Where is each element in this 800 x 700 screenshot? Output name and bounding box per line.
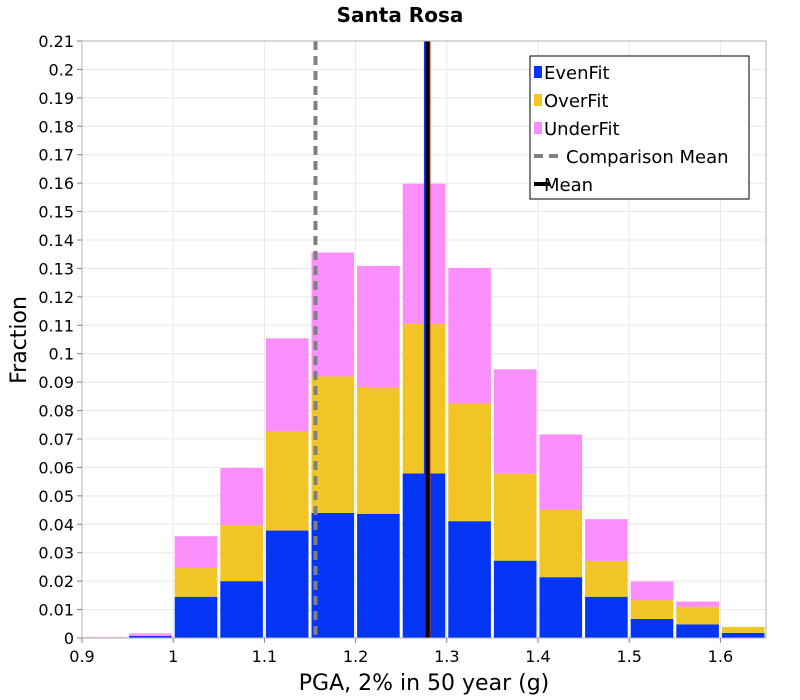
plot-frame — [81, 40, 767, 639]
legend-swatch-underfit — [534, 122, 542, 134]
bar-evenfit-1.05 — [220, 581, 263, 638]
bar-evenfit-1.35 — [493, 560, 537, 638]
y-tick-label: 0.17 — [38, 146, 74, 165]
x-axis: 0.9 1 1.1 1.2 1.3 1.4 1.5 1.6 — [69, 638, 733, 666]
y-tick-label: 0.01 — [38, 601, 74, 620]
x-tick-label: 1.5 — [616, 647, 641, 666]
bar-overfit-1.6 — [721, 626, 765, 633]
bar-underfit-1.55 — [676, 601, 719, 607]
bar-evenfit-1.3 — [448, 521, 491, 638]
y-tick-label: 0.13 — [38, 259, 74, 278]
legend-label-mean: Mean — [544, 175, 593, 196]
bar-overfit-1 — [174, 568, 218, 597]
bar-underfit-1.3 — [448, 267, 491, 404]
bar-evenfit-1 — [174, 596, 218, 638]
bar-evenfit-1.6 — [721, 632, 765, 638]
bar-overfit-1.2 — [357, 386, 400, 514]
bar-overfit-1.15 — [311, 376, 355, 513]
bar-evenfit-1.2 — [357, 513, 400, 638]
bar-overfit-1.45 — [585, 560, 628, 597]
y-tick-label: 0.05 — [38, 487, 74, 506]
y-tick-label: 0.15 — [38, 203, 74, 222]
chart-title: Santa Rosa — [337, 3, 464, 27]
x-tick-label: 1.2 — [343, 647, 368, 666]
x-axis-label: PGA, 2% in 50 year (g) — [299, 671, 550, 696]
x-tick-label: 1 — [168, 647, 178, 666]
bar-underfit-1.4 — [539, 434, 583, 510]
legend: EvenFit OverFit UnderFit Comparison Mean Mea… — [529, 55, 750, 200]
bar-underfit-1.35 — [493, 369, 537, 474]
bar-overfit-0.95 — [129, 635, 172, 637]
y-tick-label: 0.07 — [38, 430, 74, 449]
bar-overfit-1.5 — [630, 600, 674, 619]
y-tick-label: 0.04 — [38, 515, 74, 534]
legend-label-comparison-mean: Comparison Mean — [566, 147, 729, 168]
y-tick-label: 0.09 — [38, 373, 74, 392]
bar-underfit-1.2 — [357, 265, 400, 387]
legend-label-underfit: UnderFit — [544, 119, 620, 140]
x-tick-label: 1.4 — [525, 647, 550, 666]
bar-overfit-1.3 — [448, 403, 491, 522]
bar-overfit-1.35 — [493, 473, 537, 561]
y-axis: 0 0.01 0.02 0.03 0.04 0.05 0.06 0.07 0.08 0.09 0.1… — [38, 32, 82, 648]
bar-overfit-1.1 — [265, 431, 309, 531]
bar-evenfit-1.15 — [311, 512, 355, 638]
y-tick-label: 0 — [64, 629, 74, 648]
y-tick-label: 0.16 — [38, 174, 74, 193]
y-tick-label: 0.18 — [38, 117, 74, 136]
x-tick-label: 0.9 — [69, 647, 94, 666]
legend-box — [529, 55, 750, 200]
legend-label-evenfit: EvenFit — [544, 63, 610, 84]
x-tick-label: 1.3 — [434, 647, 459, 666]
bar-evenfit-1.1 — [265, 530, 309, 638]
bar-evenfit-0.95 — [129, 636, 172, 638]
bar-overfit-1.05 — [220, 525, 263, 582]
bar-evenfit-1.45 — [585, 596, 628, 638]
y-tick-label: 0.21 — [38, 32, 74, 51]
bar-underfit-1.05 — [220, 467, 263, 526]
bar-evenfit-1.55 — [676, 624, 719, 638]
legend-swatch-overfit — [534, 94, 542, 106]
y-tick-label: 0.08 — [38, 402, 74, 421]
bar-underfit-1.5 — [630, 581, 674, 601]
y-tick-label: 0.2 — [49, 60, 74, 79]
bar-overfit-1.55 — [676, 606, 719, 625]
y-tick-label: 0.03 — [38, 544, 74, 563]
y-tick-label: 0.14 — [38, 231, 74, 250]
bar-overfit-1.4 — [539, 509, 583, 578]
x-tick-label: 1.6 — [708, 647, 733, 666]
bar-evenfit-1.4 — [539, 577, 583, 638]
y-tick-label: 0.1 — [49, 345, 74, 364]
x-tick-label: 1.1 — [252, 647, 277, 666]
y-tick-label: 0.19 — [38, 89, 74, 108]
bar-underfit-1.1 — [265, 338, 309, 432]
reference-lines — [313, 41, 431, 638]
legend-swatch-evenfit — [534, 66, 542, 78]
bar-underfit-1.45 — [585, 519, 628, 561]
y-tick-label: 0.12 — [38, 288, 74, 307]
y-tick-label: 0.06 — [38, 458, 74, 477]
y-tick-label: 0.02 — [38, 572, 74, 591]
y-tick-label: 0.11 — [38, 316, 74, 335]
y-axis-label: Fraction — [7, 296, 32, 384]
bar-underfit-1.15 — [311, 252, 355, 377]
legend-label-overfit: OverFit — [544, 91, 608, 112]
bar-underfit-0.95 — [129, 633, 172, 636]
bar-underfit-1 — [174, 536, 218, 569]
bar-evenfit-1.5 — [630, 618, 674, 638]
